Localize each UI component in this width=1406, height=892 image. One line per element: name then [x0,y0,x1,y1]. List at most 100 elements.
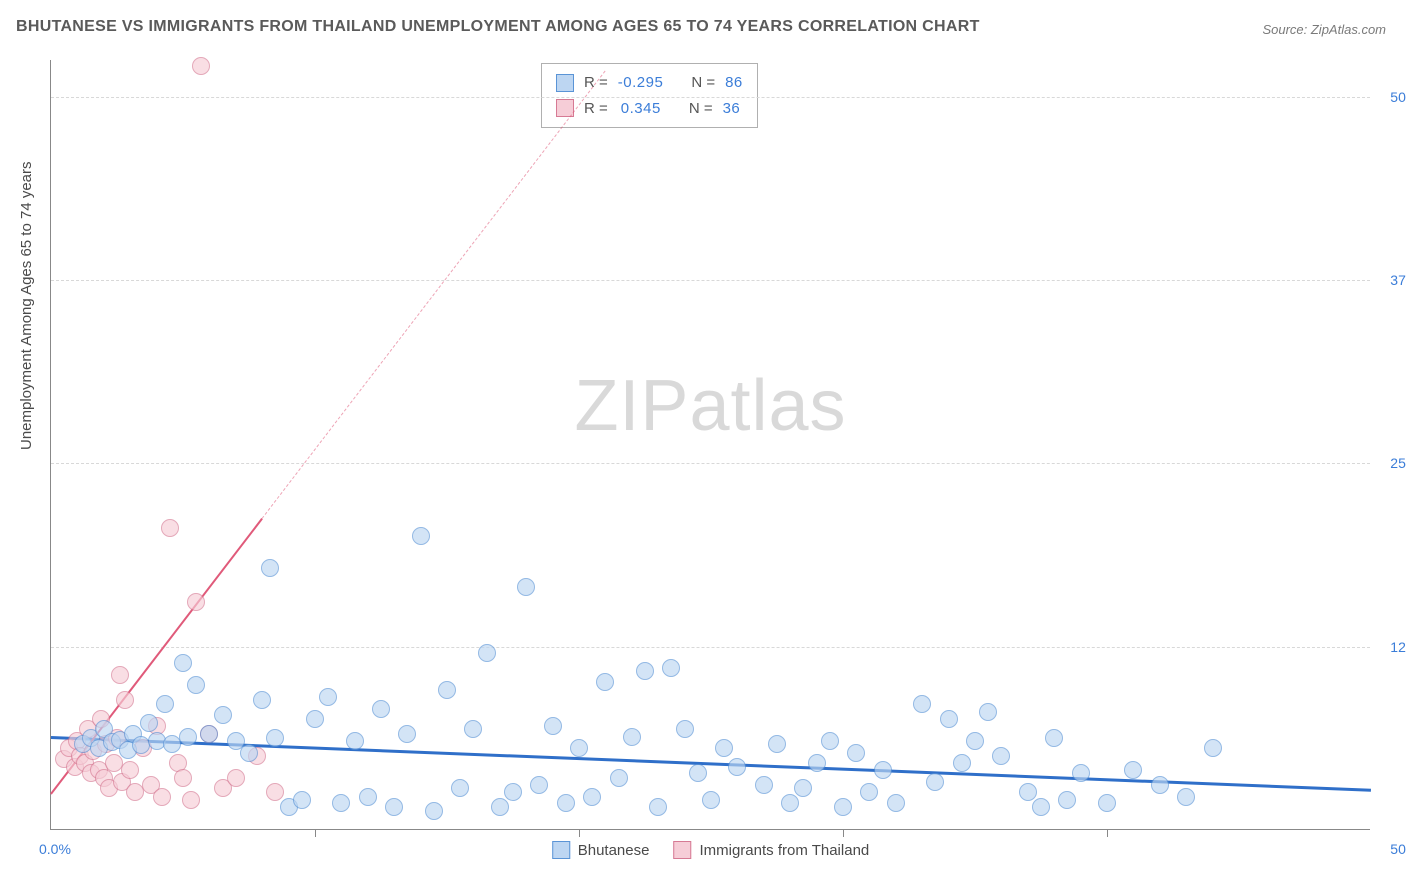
data-point [153,788,171,806]
gridline [51,463,1370,464]
legend: Bhutanese Immigrants from Thailand [552,841,870,859]
data-point [1072,764,1090,782]
data-point [728,758,746,776]
data-point [610,769,628,787]
data-point [676,720,694,738]
data-point [1124,761,1142,779]
data-point [438,681,456,699]
data-point [491,798,509,816]
x-axis-min-label: 0.0% [39,841,71,857]
correlation-chart: BHUTANESE VS IMMIGRANTS FROM THAILAND UN… [0,0,1406,892]
data-point [293,791,311,809]
plot-area: ZIPatlas R = -0.295 N = 86 R = 0.345 N =… [50,60,1370,830]
data-point [179,728,197,746]
data-point [847,744,865,762]
data-point [200,725,218,743]
n-label: N = [689,96,713,122]
data-point [359,788,377,806]
data-point [1045,729,1063,747]
data-point [398,725,416,743]
y-tick-label: 37.5% [1375,272,1406,288]
data-point [979,703,997,721]
swatch-series1 [556,74,574,92]
data-point [530,776,548,794]
data-point [544,717,562,735]
gridline [51,280,1370,281]
data-point [261,559,279,577]
data-point [781,794,799,812]
data-point [504,783,522,801]
data-point [1098,794,1116,812]
data-point [596,673,614,691]
x-tick [579,829,580,837]
data-point [1151,776,1169,794]
gridline [51,647,1370,648]
data-point [478,644,496,662]
data-point [1032,798,1050,816]
legend-item-series2: Immigrants from Thailand [673,841,869,859]
data-point [1019,783,1037,801]
swatch-series1 [552,841,570,859]
data-point [557,794,575,812]
watermark-atlas: atlas [689,366,846,446]
y-axis-label: Unemployment Among Ages 65 to 74 years [18,161,35,450]
data-point [425,802,443,820]
data-point [913,695,931,713]
r-label: R = [584,96,608,122]
data-point [583,788,601,806]
data-point [768,735,786,753]
data-point [834,798,852,816]
n-label: N = [691,70,715,96]
data-point [755,776,773,794]
n-value-series2: 36 [723,96,741,122]
data-point [570,739,588,757]
data-point [116,691,134,709]
data-point [649,798,667,816]
gridline [51,97,1370,98]
y-tick-label: 50.0% [1375,89,1406,105]
watermark: ZIPatlas [574,365,846,447]
legend-label-series1: Bhutanese [578,842,650,859]
data-point [121,761,139,779]
data-point [182,791,200,809]
data-point [926,773,944,791]
data-point [306,710,324,728]
data-point [702,791,720,809]
data-point [240,744,258,762]
watermark-zip: ZIP [574,366,689,446]
x-tick [843,829,844,837]
data-point [187,676,205,694]
x-tick [315,829,316,837]
data-point [464,720,482,738]
data-point [689,764,707,782]
data-point [372,700,390,718]
r-value-series1: -0.295 [618,70,664,96]
data-point [953,754,971,772]
x-axis-max-label: 50.0% [1390,841,1406,857]
data-point [1058,791,1076,809]
data-point [966,732,984,750]
data-point [266,783,284,801]
swatch-series2 [673,841,691,859]
data-point [214,706,232,724]
data-point [992,747,1010,765]
data-point [1204,739,1222,757]
data-point [161,519,179,537]
data-point [156,695,174,713]
data-point [636,662,654,680]
data-point [887,794,905,812]
data-point [174,654,192,672]
data-point [192,57,210,75]
legend-item-series1: Bhutanese [552,841,650,859]
data-point [385,798,403,816]
data-point [662,659,680,677]
data-point [940,710,958,728]
y-tick-label: 12.5% [1375,639,1406,655]
data-point [227,769,245,787]
legend-label-series2: Immigrants from Thailand [699,842,869,859]
data-point [715,739,733,757]
data-point [140,714,158,732]
data-point [874,761,892,779]
data-point [174,769,192,787]
data-point [451,779,469,797]
